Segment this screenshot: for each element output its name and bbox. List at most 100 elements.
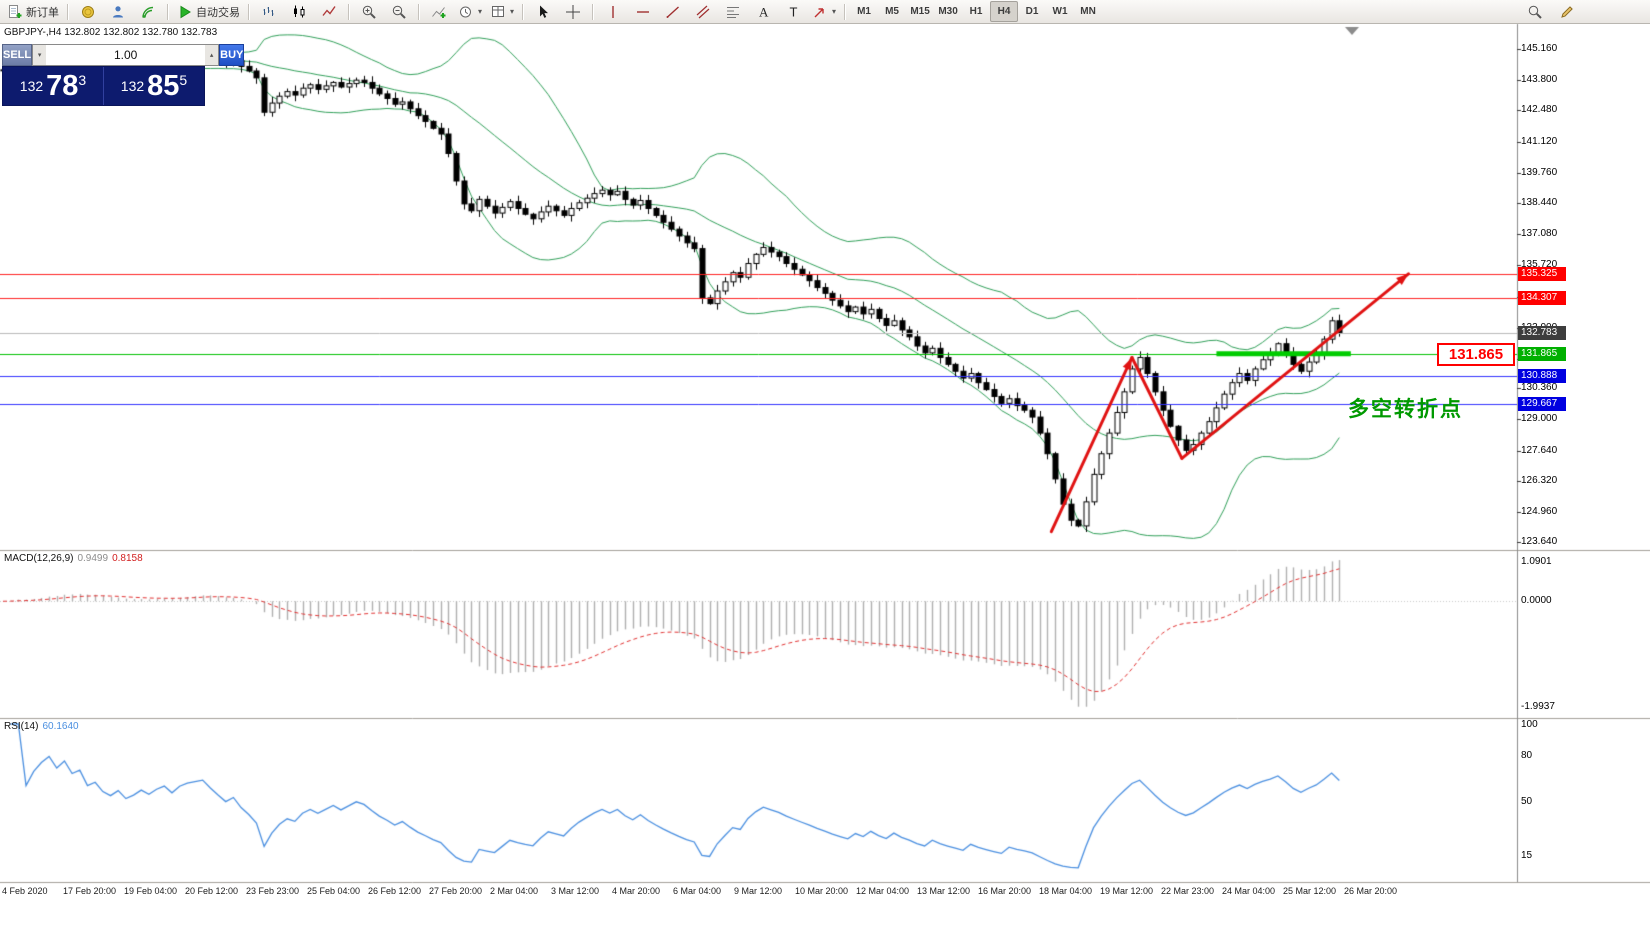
price-axis-tick: 124.960: [1521, 505, 1558, 517]
new-order-icon: [9, 4, 22, 18]
time-axis-label: 25 Feb 04:00: [307, 886, 361, 896]
toolbar-right-tools: [1520, 1, 1582, 23]
profiles-icon: [113, 5, 123, 17]
fibonacci-icon: [727, 6, 740, 18]
timeframe-h1[interactable]: H1: [969, 6, 983, 17]
candlestick-button[interactable]: [284, 1, 314, 23]
text-tool-icon: A: [759, 4, 769, 19]
price-tag-135.325: 135.325: [1518, 267, 1566, 282]
time-axis-label: 6 Mar 04:00: [673, 886, 722, 896]
buy-price[interactable]: 132 85 5: [104, 67, 204, 105]
time-axis-label: 2 Mar 04:00: [490, 886, 539, 896]
macd-axis-min: -1.9937: [1521, 701, 1555, 712]
time-axis-label: 20 Feb 12:00: [185, 886, 239, 896]
toolbar-separator: [167, 3, 169, 20]
toolbar-separator: [522, 3, 525, 20]
zoom-in-button[interactable]: [354, 1, 384, 23]
edit-button[interactable]: [1552, 1, 1582, 23]
price-tag-131.865: 131.865: [1518, 346, 1566, 361]
buy-button[interactable]: BUY: [219, 44, 245, 66]
time-axis-label: 27 Feb 20:00: [429, 886, 483, 896]
time-axis-label: 25 Mar 12:00: [1283, 886, 1337, 896]
time-axis-label: 24 Mar 04:00: [1222, 886, 1276, 896]
indicators-icon: [432, 6, 446, 18]
price-level-box: 131.865: [1437, 342, 1515, 366]
candlestick-icon: [294, 5, 305, 17]
edit-icon: [1561, 6, 1573, 18]
signals-icon: [142, 6, 154, 18]
horizontal-line-icon: [637, 10, 650, 13]
toolbar-separator: [67, 3, 69, 20]
periods-button[interactable]: ▾: [454, 1, 486, 23]
trendline-button[interactable]: [658, 1, 688, 23]
chevron-down-icon: ▾: [478, 7, 483, 16]
label-tool-button[interactable]: T: [778, 1, 808, 23]
time-axis-label: 23 Feb 23:00: [246, 886, 300, 896]
terminal-button[interactable]: [73, 1, 103, 23]
price-axis-tick: 130.360: [1521, 382, 1558, 394]
toolbar-separator: [592, 3, 595, 20]
price-axis-tick: 126.320: [1521, 474, 1558, 486]
search-icon: [1528, 5, 1542, 19]
price-tag-129.667: 129.667: [1518, 397, 1566, 412]
bar-chart-button[interactable]: [254, 1, 284, 23]
rsi-axis-80: 80: [1521, 749, 1533, 761]
timeframe-m15[interactable]: M15: [910, 6, 930, 17]
price-tag-130.888: 130.888: [1518, 369, 1566, 384]
macd-label: MACD(12,26,9) 0.9499 0.8158: [4, 553, 143, 564]
zoom-out-button[interactable]: [384, 1, 414, 23]
indicators-button[interactable]: [424, 1, 454, 23]
chart-title-ohlc: GBPJPY-,H4 132.802 132.802 132.780 132.7…: [4, 27, 218, 38]
new-order-button[interactable]: 新订单: [3, 1, 63, 23]
volume-up-button[interactable]: ▴: [205, 45, 219, 65]
periods-icon: [460, 6, 471, 17]
timeframe-h4[interactable]: H4: [990, 1, 1019, 22]
chevron-down-icon: ▾: [510, 7, 515, 16]
time-axis-label: 18 Mar 04:00: [1039, 886, 1093, 896]
svg-text:A: A: [759, 4, 769, 19]
chevron-down-icon: ▾: [832, 7, 837, 16]
timeframe-m1[interactable]: M1: [857, 6, 871, 17]
horizontal-line-button[interactable]: [628, 1, 658, 23]
templates-button[interactable]: ▾: [486, 1, 518, 23]
timeframe-d1[interactable]: D1: [1025, 6, 1039, 17]
toolbar-separator: [348, 3, 350, 20]
rsi-name: RSI(14): [4, 721, 39, 732]
time-axis-label: 3 Mar 12:00: [551, 886, 600, 896]
price-axis-tick: 142.480: [1521, 104, 1558, 116]
macd-main-value: 0.9499: [77, 553, 109, 564]
toolbar: 新订单 自动交易: [0, 0, 1650, 24]
macd-name: MACD(12,26,9): [4, 553, 74, 564]
volume-input[interactable]: [46, 45, 206, 65]
svg-text:T: T: [790, 4, 798, 19]
timeframe-mn[interactable]: MN: [1080, 6, 1096, 17]
profiles-button[interactable]: [103, 1, 133, 23]
autotrading-button[interactable]: 自动交易: [173, 1, 244, 23]
time-axis-label: 12 Mar 04:00: [856, 886, 910, 896]
sell-price-prefix: 132: [19, 78, 44, 94]
channel-button[interactable]: [688, 1, 718, 23]
arrows-tool-button[interactable]: ▾: [808, 1, 840, 23]
volume-down-button[interactable]: ▾: [33, 45, 47, 65]
timeframe-w1[interactable]: W1: [1052, 6, 1068, 17]
text-tool-button[interactable]: A: [748, 1, 778, 23]
line-chart-button[interactable]: [314, 1, 344, 23]
crosshair-button[interactable]: [558, 1, 588, 23]
timeframe-m5[interactable]: M5: [885, 6, 899, 17]
search-button[interactable]: [1520, 1, 1550, 23]
toolbar-separator: [844, 3, 847, 20]
vertical-line-button[interactable]: [598, 1, 628, 23]
signals-button[interactable]: [133, 1, 163, 23]
buy-price-prefix: 132: [120, 78, 145, 94]
sell-button[interactable]: SELL: [2, 44, 33, 66]
sell-price[interactable]: 132 78 3: [3, 67, 104, 105]
buy-price-sup: 5: [179, 72, 188, 88]
macd-axis-zero: 0.0000: [1521, 595, 1552, 607]
cursor-button[interactable]: [528, 1, 558, 23]
macd-signal-value: 0.8158: [112, 553, 143, 564]
time-axis-label: 4 Mar 20:00: [612, 886, 661, 896]
price-axis-tick: 141.120: [1521, 135, 1558, 147]
fibonacci-button[interactable]: [718, 1, 748, 23]
timeframe-m30[interactable]: M30: [938, 6, 958, 17]
